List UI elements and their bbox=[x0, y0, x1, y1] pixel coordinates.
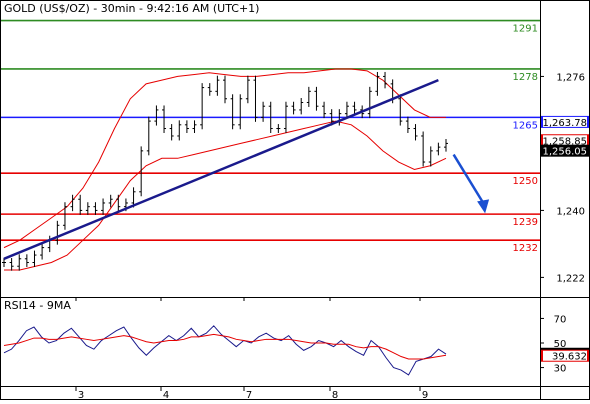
price-badge-label: 1,258.85 bbox=[542, 136, 587, 147]
projection-arrow-shaft bbox=[452, 153, 486, 206]
horizontal-level-label: 1265 bbox=[513, 120, 538, 131]
envelope-band bbox=[4, 120, 447, 271]
x-tick-label: 9 bbox=[422, 390, 428, 400]
price-badge-inner bbox=[543, 145, 587, 156]
horizontal-level-label: 1250 bbox=[513, 176, 538, 187]
rsi-y-tick-label: 70 bbox=[554, 314, 567, 325]
envelope-band bbox=[3, 68, 446, 249]
trendline bbox=[3, 78, 439, 260]
y-tick-label: 1,240 bbox=[556, 206, 585, 217]
horizontal-levels: 1291 1278 1265 1250 1239 1232 bbox=[0, 19, 540, 254]
rsi-value-badge-label: 39.632 bbox=[552, 352, 587, 363]
rsi-y-tick-label: 50 bbox=[554, 339, 567, 350]
price-badge-label: 1,263.78 bbox=[542, 118, 587, 129]
y-tick-label: 1,276 bbox=[556, 72, 585, 83]
horizontal-level-label: 1239 bbox=[513, 217, 538, 228]
price-badge-inner bbox=[543, 135, 587, 146]
horizontal-level-label: 1232 bbox=[513, 243, 538, 254]
price-badge-label: 1,256.05 bbox=[542, 147, 587, 158]
x-tick-label: 7 bbox=[246, 390, 252, 400]
price-badge-inner bbox=[543, 116, 587, 127]
projection-arrow-head bbox=[477, 199, 490, 214]
rsi-chart-title: RSI14 - 9MA bbox=[4, 299, 71, 312]
rsi-y-tick-label: 30 bbox=[554, 364, 567, 375]
price-chart-title: GOLD (US$/OZ) - 30min - 9:42:16 AM (UTC+… bbox=[4, 2, 259, 15]
annotations bbox=[3, 78, 490, 260]
price-series bbox=[2, 68, 448, 376]
horizontal-level-label: 1278 bbox=[513, 72, 538, 83]
horizontal-level-label: 1291 bbox=[513, 24, 538, 35]
y-tick-label: 1,222 bbox=[556, 273, 585, 284]
rsi-line bbox=[3, 325, 447, 376]
x-tick-label: 8 bbox=[332, 390, 338, 400]
x-tick-label: 3 bbox=[78, 390, 84, 400]
rsi-ma-line bbox=[3, 333, 447, 360]
x-tick-label: 4 bbox=[163, 390, 169, 400]
rsi-value-badge-inner bbox=[543, 350, 587, 361]
